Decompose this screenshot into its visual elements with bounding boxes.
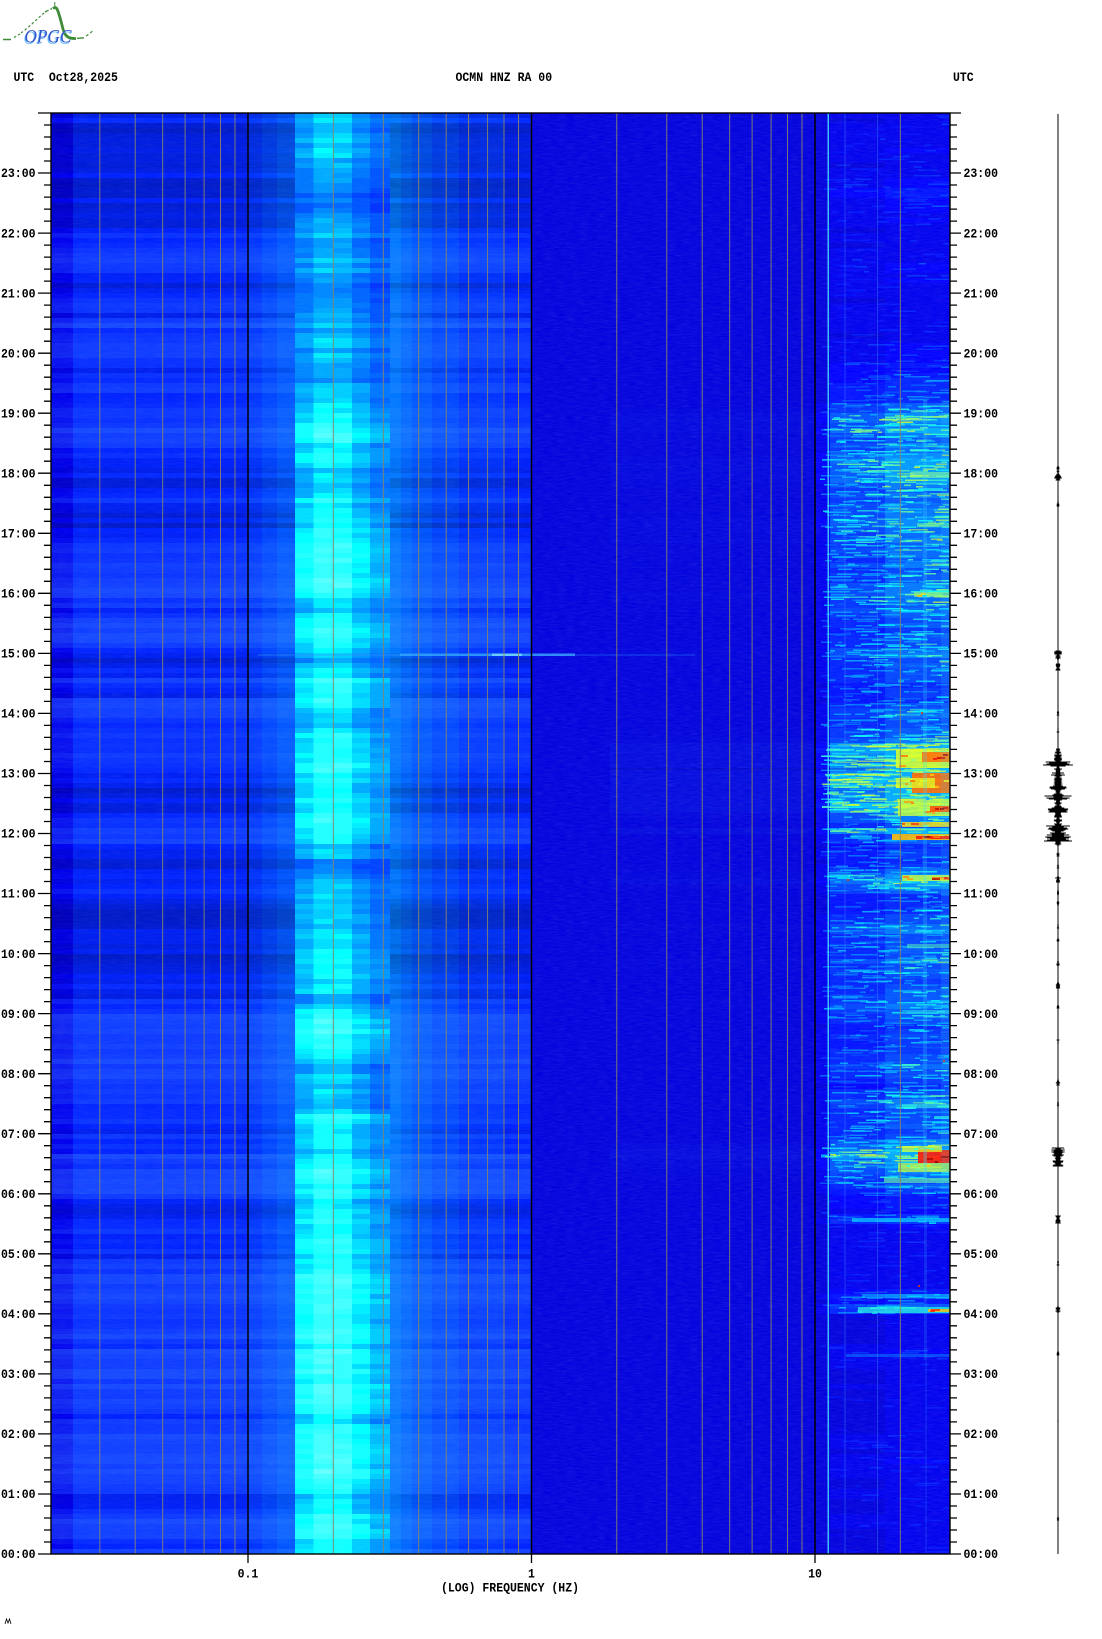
svg-text:15:00: 15:00 [1, 648, 36, 662]
svg-text:14:00: 14:00 [964, 708, 999, 722]
svg-text:13:00: 13:00 [1, 768, 36, 782]
svg-text:16:00: 16:00 [1, 588, 36, 602]
svg-text:11:00: 11:00 [1, 888, 36, 902]
svg-text:17:00: 17:00 [1, 528, 36, 542]
svg-text:18:00: 18:00 [964, 467, 999, 481]
svg-text:10:00: 10:00 [964, 948, 999, 962]
svg-text:01:00: 01:00 [964, 1488, 999, 1502]
svg-text:09:00: 09:00 [964, 1008, 999, 1022]
svg-text:07:00: 07:00 [1, 1128, 36, 1142]
svg-text:19:00: 19:00 [1, 407, 36, 421]
svg-text:00:00: 00:00 [964, 1548, 999, 1562]
svg-text:03:00: 03:00 [964, 1368, 999, 1382]
svg-text:11:00: 11:00 [964, 888, 999, 902]
svg-text:17:00: 17:00 [964, 528, 999, 542]
svg-text:08:00: 08:00 [1, 1068, 36, 1082]
svg-text:07:00: 07:00 [964, 1128, 999, 1142]
svg-text:08:00: 08:00 [964, 1068, 999, 1082]
svg-text:06:00: 06:00 [1, 1188, 36, 1202]
svg-text:13:00: 13:00 [964, 768, 999, 782]
svg-text:05:00: 05:00 [964, 1248, 999, 1262]
svg-text:20:00: 20:00 [1, 347, 36, 361]
svg-text:12:00: 12:00 [1, 828, 36, 842]
svg-text:19:00: 19:00 [964, 407, 999, 421]
svg-text:04:00: 04:00 [1, 1308, 36, 1322]
svg-text:15:00: 15:00 [964, 648, 999, 662]
svg-text:03:00: 03:00 [1, 1368, 36, 1382]
svg-text:10:00: 10:00 [1, 948, 36, 962]
svg-text:09:00: 09:00 [1, 1008, 36, 1022]
svg-text:12:00: 12:00 [964, 828, 999, 842]
svg-text:02:00: 02:00 [964, 1428, 999, 1442]
svg-text:00:00: 00:00 [1, 1548, 36, 1562]
svg-text:05:00: 05:00 [1, 1248, 36, 1262]
svg-text:06:00: 06:00 [964, 1188, 999, 1202]
svg-text:04:00: 04:00 [964, 1308, 999, 1322]
svg-text:18:00: 18:00 [1, 467, 36, 481]
svg-text:01:00: 01:00 [1, 1488, 36, 1502]
svg-text:02:00: 02:00 [1, 1428, 36, 1442]
svg-text:16:00: 16:00 [964, 588, 999, 602]
svg-text:14:00: 14:00 [1, 708, 36, 722]
